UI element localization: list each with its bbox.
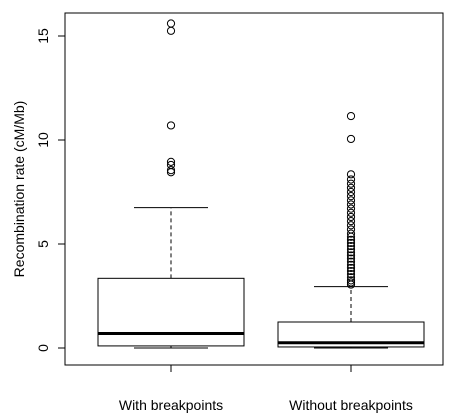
outlier-point	[166, 166, 176, 175]
outlier-point	[346, 266, 356, 276]
outlier-point	[166, 157, 176, 166]
outlier-point	[346, 251, 356, 260]
outlier-point	[346, 212, 356, 222]
outlier-point	[346, 208, 356, 217]
outlier-point	[346, 187, 356, 197]
outlier-point	[346, 229, 356, 238]
outlier-point	[346, 200, 356, 209]
outlier-point	[346, 225, 356, 234]
y-tick-label: 10	[35, 132, 51, 148]
outlier-point	[166, 160, 176, 170]
outlier-point	[346, 170, 356, 179]
outlier-point	[346, 257, 356, 266]
iqr-box	[97, 277, 245, 347]
outlier-point	[346, 273, 356, 282]
outlier-point	[166, 121, 176, 130]
outlier-point	[346, 241, 356, 251]
outlier-point	[346, 270, 356, 279]
y-tick-label: 15	[35, 28, 51, 44]
outlier-point	[346, 217, 356, 226]
outlier-point	[346, 179, 356, 188]
outlier-point	[346, 254, 356, 263]
outlier-point	[346, 196, 356, 205]
outlier-point	[346, 204, 356, 213]
outlier-point	[346, 235, 356, 244]
outlier-point	[346, 263, 356, 273]
x-axis: With breakpoints Without breakpoints	[119, 365, 413, 413]
outlier-point	[346, 245, 356, 254]
outlier-point	[346, 276, 356, 285]
outlier-point	[346, 221, 356, 230]
outlier-point	[346, 248, 356, 257]
boxes	[97, 19, 425, 349]
y-tick-label: 0	[35, 344, 51, 352]
y-tick-label: 5	[35, 240, 51, 248]
x-tick-label: Without breakpoints	[289, 397, 413, 413]
box-group	[277, 111, 425, 349]
x-tick-label: With breakpoints	[119, 397, 223, 413]
y-axis-label: Recombination rate (cM/Mb)	[11, 101, 27, 278]
box-group	[97, 19, 245, 349]
outlier-point	[346, 111, 356, 121]
outlier-point	[346, 192, 356, 201]
outlier-point	[346, 278, 356, 287]
outlier-point	[346, 175, 356, 184]
outlier-point	[346, 238, 356, 248]
outlier-point	[346, 183, 356, 192]
outlier-point	[166, 26, 176, 35]
y-axis: 0 5 10 15	[35, 28, 66, 352]
outlier-point	[346, 260, 356, 269]
outlier-point	[346, 134, 356, 144]
outlier-point	[166, 19, 176, 28]
